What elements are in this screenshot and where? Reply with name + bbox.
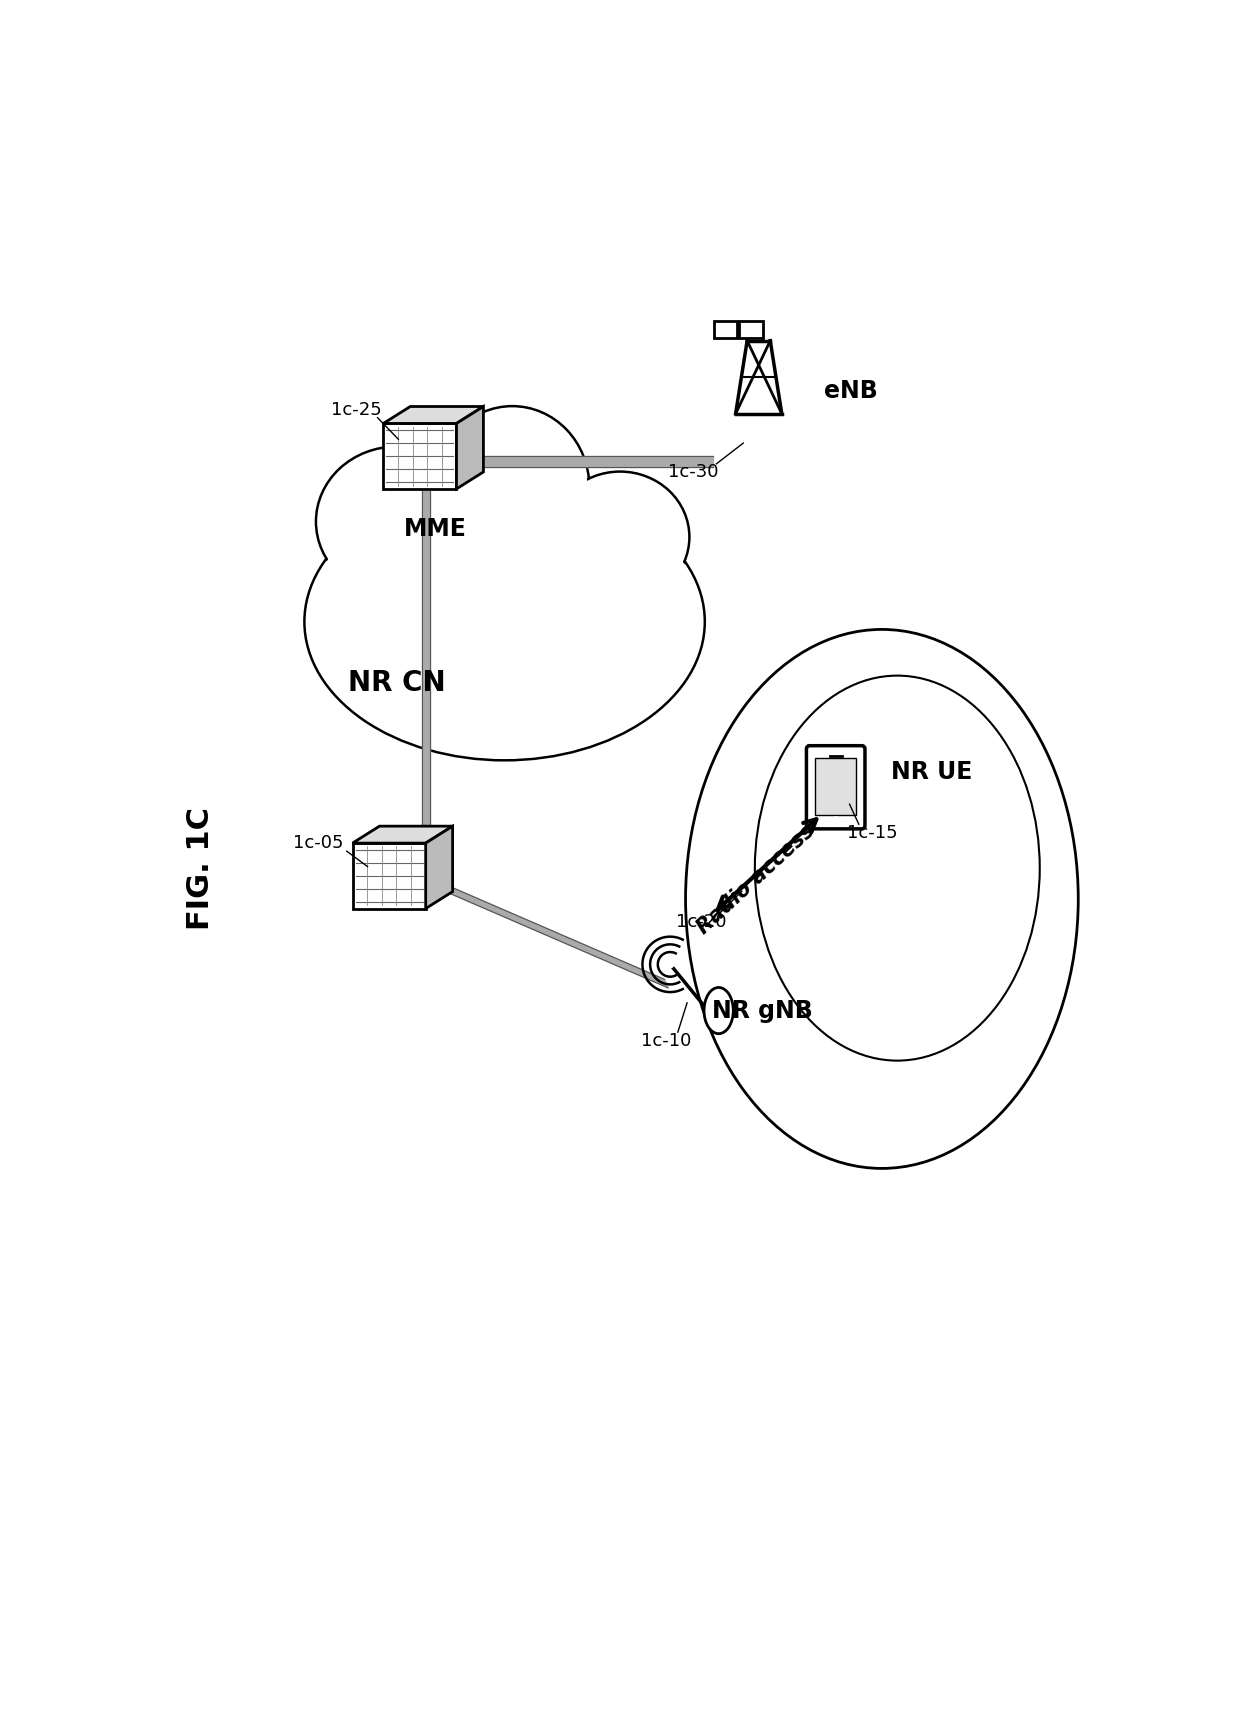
Ellipse shape (304, 484, 704, 760)
Text: NR CN: NR CN (348, 669, 445, 697)
FancyBboxPatch shape (739, 321, 763, 338)
Polygon shape (352, 825, 453, 843)
Text: 1c-15: 1c-15 (847, 824, 898, 843)
Ellipse shape (317, 448, 476, 595)
FancyBboxPatch shape (714, 321, 737, 338)
FancyBboxPatch shape (815, 758, 857, 815)
Polygon shape (383, 407, 484, 424)
Ellipse shape (553, 474, 687, 601)
Text: 1c-20: 1c-20 (677, 913, 727, 932)
Text: 1c-05: 1c-05 (293, 834, 343, 853)
Polygon shape (456, 407, 484, 489)
Circle shape (832, 817, 838, 824)
FancyBboxPatch shape (806, 746, 866, 829)
Ellipse shape (551, 472, 689, 602)
Circle shape (667, 961, 673, 968)
Text: MME: MME (404, 517, 466, 541)
Text: 1c-25: 1c-25 (331, 402, 382, 419)
Text: Radio access: Radio access (693, 820, 818, 939)
Text: 1c-30: 1c-30 (668, 463, 718, 480)
Polygon shape (424, 875, 668, 988)
Ellipse shape (306, 486, 703, 758)
Text: FIG. 1C: FIG. 1C (186, 807, 215, 930)
Ellipse shape (704, 987, 733, 1033)
Text: NR gNB: NR gNB (713, 999, 813, 1023)
Polygon shape (352, 843, 425, 908)
Text: NR UE: NR UE (892, 760, 972, 784)
Ellipse shape (435, 407, 589, 568)
Polygon shape (383, 424, 456, 489)
Polygon shape (425, 825, 453, 908)
Ellipse shape (438, 408, 588, 566)
Text: 1c-10: 1c-10 (641, 1033, 692, 1050)
Ellipse shape (686, 630, 1079, 1169)
Text: eNB: eNB (825, 379, 878, 403)
Ellipse shape (316, 446, 477, 597)
